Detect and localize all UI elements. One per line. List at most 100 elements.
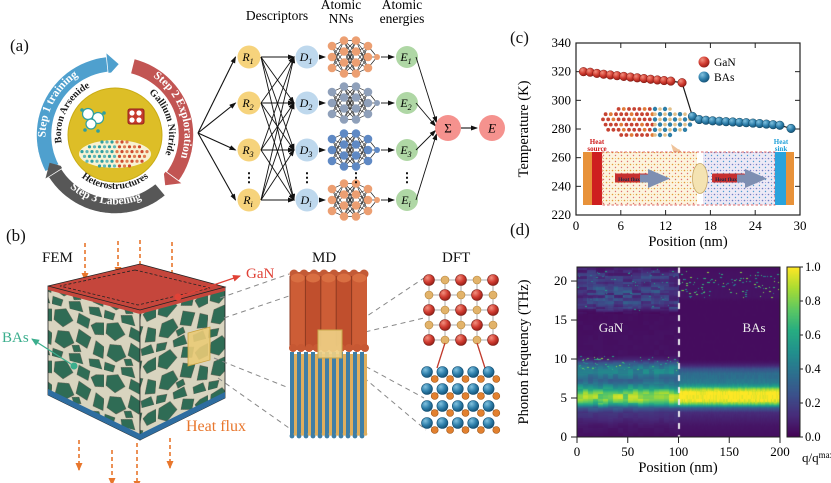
d-ytick: 15 — [554, 312, 567, 327]
nn-hidden-node — [363, 145, 373, 155]
nn-hidden-node — [363, 98, 373, 108]
nn-input-node-label: Ri — [242, 193, 253, 209]
d-xtick: 150 — [720, 444, 740, 459]
nn-input-node — [237, 45, 261, 69]
nn-mini-output — [374, 54, 380, 60]
c-xtick: 6 — [618, 218, 625, 233]
d-xtick: 0 — [574, 444, 581, 459]
nn-hidden-node — [363, 134, 373, 144]
c-ytick: 280 — [552, 121, 572, 136]
nn-hidden-node — [363, 156, 373, 166]
nn-hidden-node — [327, 156, 337, 166]
nn-hidden-node — [351, 58, 361, 67]
legend-label-bas: BAs — [714, 72, 735, 84]
nn-hidden-node — [339, 179, 349, 188]
phonon-heatmap — [577, 267, 780, 437]
nn-hidden-node — [351, 93, 361, 102]
step-band-3 — [46, 167, 167, 215]
nn-energy-node — [396, 92, 418, 114]
nn-hidden-node — [327, 87, 337, 97]
heat-sink-label-2: sink — [775, 145, 788, 153]
fixed-wall-right — [786, 152, 794, 205]
c-ytick: 220 — [552, 207, 572, 222]
nn-sum-node — [435, 115, 461, 141]
nn-hidden-node — [363, 52, 373, 62]
nn-energy-node-label: Ei — [400, 193, 411, 209]
nn-hidden-node — [351, 162, 361, 171]
heat-flux-arrow-left: Heat flux — [615, 169, 670, 188]
nn-hidden-node — [339, 115, 349, 124]
nn-hidden-node — [339, 162, 349, 171]
nn-hidden-node — [363, 41, 373, 51]
heat-sink-label-1: Heat — [774, 138, 789, 146]
md-slab — [289, 269, 369, 439]
heat-flux-arrow-right: Heat flux — [712, 169, 767, 188]
nn-hidden-node — [351, 69, 361, 78]
dft-lattice — [421, 274, 501, 434]
colorbar-tick: 0.0 — [805, 430, 821, 444]
fem-cube — [47, 263, 227, 441]
nn-descriptor-node-label: Di — [300, 193, 312, 209]
colorbar-label-sup: max — [819, 450, 831, 460]
nn-hidden-node — [339, 212, 349, 221]
nn-hidden-node — [327, 184, 337, 194]
nn-hidden-node — [351, 36, 361, 45]
nn-input-node — [237, 91, 261, 115]
nn-output-node — [479, 115, 505, 141]
nn-hidden-node — [339, 201, 349, 210]
nn-hidden-node — [351, 129, 361, 138]
nn-hidden-node — [351, 47, 361, 56]
c-axes: 220 240 260 280 300 320 340 0 6 12 18 24 30 — [552, 35, 807, 233]
nn-hidden-node — [327, 134, 337, 144]
c-ylabel: Temperature (K) — [516, 80, 532, 177]
material-pointers — [31, 274, 241, 370]
nn-hidden-node — [327, 98, 337, 108]
c-ytick: 340 — [552, 35, 572, 50]
nn-hidden-node — [351, 212, 361, 221]
d-xtick: 100 — [669, 444, 689, 459]
nn-energy-node-label: E3 — [399, 143, 411, 159]
d-ytick: 10 — [554, 351, 567, 366]
data-point-gan — [677, 78, 687, 88]
d-xtick: 50 — [621, 444, 634, 459]
nn-hidden-node — [363, 109, 373, 119]
heat-sink-bar — [775, 152, 786, 205]
nn-hidden-node — [351, 201, 361, 210]
nn-hidden-node — [339, 151, 349, 160]
heterostructure-backdrop — [79, 140, 151, 168]
gan-molecule-icon — [127, 108, 145, 125]
bas-label: BAs — [2, 330, 29, 346]
nn-hidden-node — [339, 69, 349, 78]
zoom-connectors — [213, 273, 427, 431]
fixed-wall-left — [583, 152, 592, 205]
panel-label-c: (c) — [510, 28, 529, 47]
c-xtick: 18 — [704, 218, 717, 233]
nn-hidden-node — [327, 63, 337, 73]
heat-flux-out-arrows — [75, 438, 174, 483]
nn-descriptor-node-label: D2 — [299, 96, 313, 112]
step-band-2 — [129, 57, 195, 183]
multiscale-diagram — [31, 240, 501, 483]
heat-flux-text-right: Heat flux — [715, 177, 737, 183]
fem-label: FEM — [42, 250, 73, 266]
nn-hidden-node — [363, 87, 373, 97]
interface-ellipse — [692, 163, 708, 194]
colorbar-tick: 0.4 — [805, 362, 821, 376]
md-label: MD — [312, 250, 337, 266]
nn-descriptor-node-label: D1 — [299, 50, 313, 66]
c-data-series — [578, 67, 796, 133]
nn-hidden-node — [363, 195, 373, 205]
data-point-bas — [775, 120, 785, 130]
c-xtick: 30 — [794, 218, 807, 233]
heat-source-label-2: source — [587, 145, 606, 153]
heat-source-label-1: Heat — [590, 138, 605, 146]
nn-energy-node — [396, 139, 418, 161]
colorbar-tick: 0.8 — [805, 294, 821, 308]
c-inset-schematic: Heat source Heat sink Fixed Fixed Heat f… — [583, 103, 794, 206]
heat-flux-label: Heat flux — [186, 418, 246, 435]
nn-energy-node — [396, 189, 418, 211]
nn-hidden-node — [351, 82, 361, 91]
dft-label: DFT — [442, 250, 471, 266]
